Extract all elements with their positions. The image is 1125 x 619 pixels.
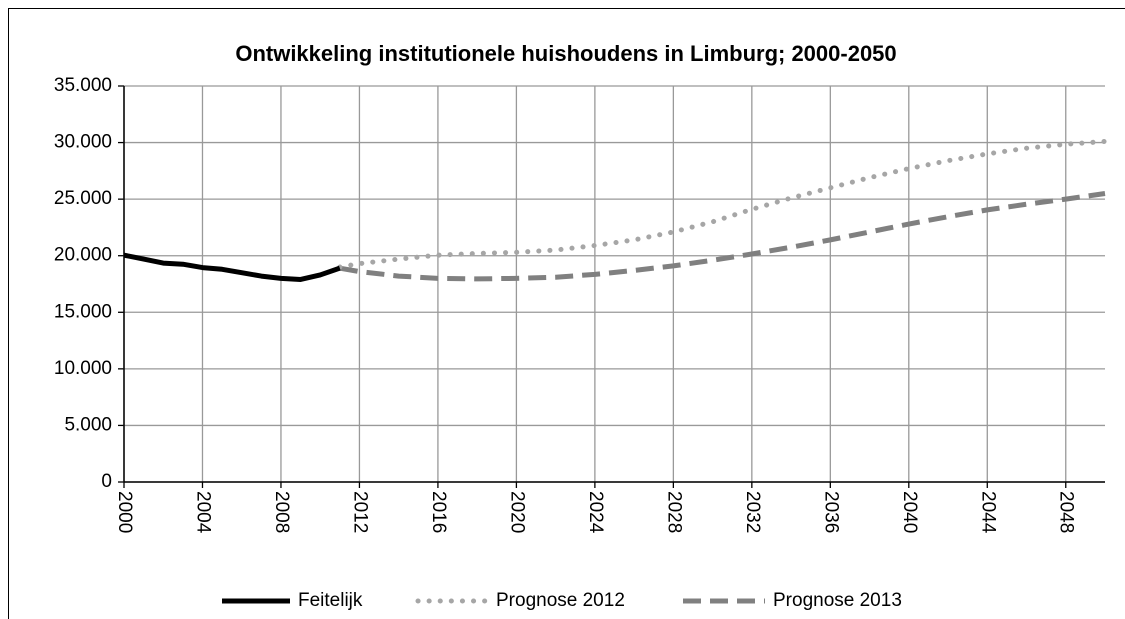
chart-frame — [8, 8, 1125, 619]
y-tick-label: 20.000 — [54, 245, 112, 266]
x-tick-label: 2004 — [192, 491, 213, 534]
y-tick-label: 5.000 — [64, 414, 112, 435]
y-tick-label: 30.000 — [54, 132, 112, 153]
y-tick-label: 10.000 — [54, 358, 112, 379]
x-tick-label: 2048 — [1056, 491, 1077, 533]
series-line — [123, 252, 341, 282]
x-tick-label: 2032 — [742, 491, 763, 533]
x-tick-label: 2024 — [585, 491, 606, 534]
y-tick-label: 35.000 — [54, 75, 112, 96]
y-tick-label: 15.000 — [54, 301, 112, 322]
x-tick-label: 2000 — [114, 491, 135, 533]
y-tick-label: 0 — [101, 471, 112, 492]
x-tick-label: 2008 — [271, 491, 292, 533]
x-tick-label: 2020 — [506, 491, 527, 533]
legend-label: Prognose 2012 — [496, 590, 625, 611]
series-line — [337, 138, 1108, 270]
chart-title: Ontwikkeling institutionele huishoudens … — [235, 41, 896, 66]
x-tick-label: 2012 — [349, 491, 370, 533]
series-line — [339, 191, 1106, 282]
legend-label: Prognose 2013 — [773, 590, 902, 611]
x-tick-label: 2036 — [820, 491, 841, 533]
y-tick-label: 25.000 — [54, 188, 112, 209]
x-tick-label: 2016 — [428, 491, 449, 533]
legend-label: Feitelijk — [298, 590, 363, 611]
x-tick-label: 2040 — [899, 491, 920, 533]
x-tick-label: 2028 — [663, 491, 684, 533]
x-tick-label: 2044 — [977, 491, 998, 534]
